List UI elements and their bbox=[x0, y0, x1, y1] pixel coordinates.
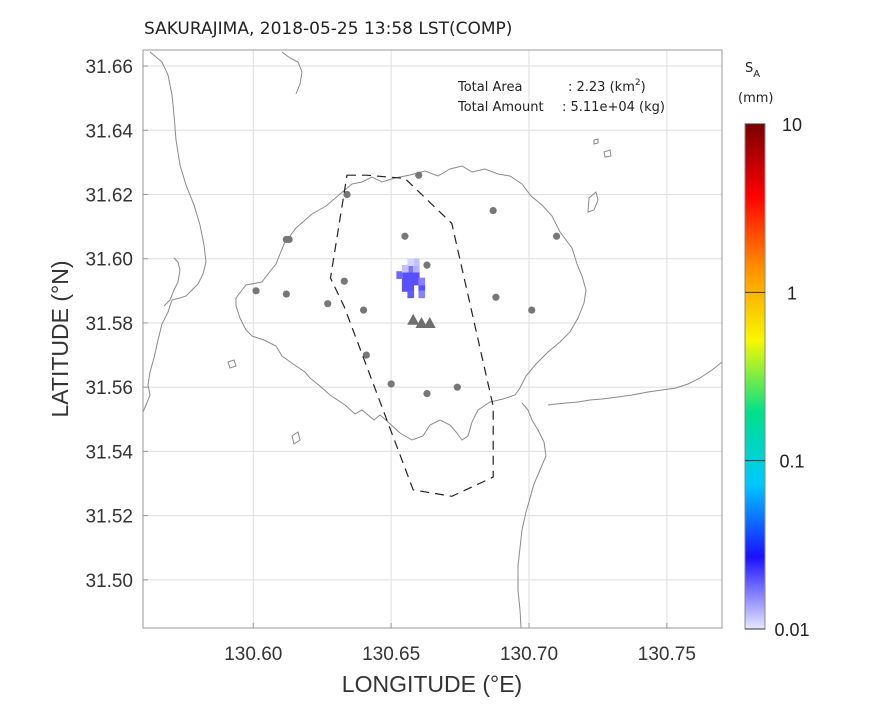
crater-triangle bbox=[423, 316, 436, 328]
station-point bbox=[285, 235, 293, 244]
colorbar-subscript: A bbox=[753, 69, 760, 80]
colorbar-tick-label: 10 bbox=[782, 115, 802, 135]
sampling-area-outline bbox=[329, 174, 494, 497]
station-point bbox=[423, 261, 431, 269]
station-point bbox=[423, 389, 431, 398]
small-island-5 bbox=[593, 138, 599, 145]
station-point bbox=[343, 190, 351, 199]
ash-cell bbox=[396, 271, 404, 279]
station-point bbox=[340, 277, 348, 285]
ash-cell bbox=[418, 290, 426, 299]
ash-cell bbox=[407, 290, 415, 299]
y-tick-label: 31.58 bbox=[85, 314, 133, 335]
station-point bbox=[453, 383, 461, 391]
x-axis-label: LONGITUDE (°E) bbox=[342, 671, 522, 697]
sakurajima-island-coast bbox=[235, 165, 587, 441]
ash-cell bbox=[412, 277, 420, 286]
ash-deposit-layer bbox=[396, 258, 426, 299]
chart-title: SAKURAJIMA, 2018-05-25 13:58 LST(COMP) bbox=[144, 19, 512, 39]
x-tick-label: 130.70 bbox=[500, 644, 558, 665]
small-island-2 bbox=[603, 149, 612, 158]
mainland-coast-west bbox=[143, 51, 207, 413]
colorbar: SA (mm) 10 1 0.1 0.01 bbox=[738, 61, 810, 640]
x-axis-ticks: 130.60 130.65 130.70 130.75 bbox=[224, 623, 696, 665]
station-point bbox=[489, 206, 497, 215]
ash-cell bbox=[412, 271, 420, 279]
colorbar-gradient bbox=[744, 123, 766, 630]
osumi-coast bbox=[517, 402, 547, 628]
ash-cell bbox=[407, 284, 415, 292]
x-tick-label: 130.65 bbox=[362, 644, 420, 665]
total-amount-label: Total Amount bbox=[457, 100, 544, 115]
ash-cell bbox=[407, 271, 415, 279]
station-point bbox=[415, 171, 423, 179]
y-tick-label: 31.60 bbox=[85, 250, 133, 271]
mainland-coast-north bbox=[281, 51, 303, 95]
station-point bbox=[362, 351, 370, 359]
small-island-1 bbox=[587, 191, 599, 213]
crater-triangle bbox=[415, 316, 428, 328]
station-point bbox=[528, 306, 536, 314]
colorbar-tick-label: 0.01 bbox=[774, 620, 809, 640]
ash-cell bbox=[407, 277, 415, 286]
x-tick-label: 130.60 bbox=[224, 644, 282, 665]
mainland-coast-east bbox=[547, 361, 722, 406]
ash-cell bbox=[412, 258, 420, 267]
small-island-3 bbox=[227, 359, 237, 369]
ash-cell bbox=[401, 264, 409, 273]
colorbar-symbol: SA bbox=[745, 61, 760, 80]
station-markers bbox=[252, 171, 561, 398]
y-axis-ticks: 31.50 31.52 31.54 31.56 31.58 31.60 31.62 31.64… bbox=[85, 57, 148, 592]
colorbar-unit: (mm) bbox=[738, 91, 773, 106]
y-tick-label: 31.54 bbox=[85, 442, 133, 463]
ash-cell bbox=[407, 258, 415, 267]
station-point bbox=[492, 293, 500, 301]
y-axis-label: LATITUDE (°N) bbox=[47, 261, 73, 418]
y-tick-label: 31.66 bbox=[85, 57, 133, 78]
total-amount-value: : 5.11e+04 (kg) bbox=[562, 100, 665, 115]
station-point bbox=[282, 290, 290, 298]
ash-cell bbox=[418, 284, 426, 292]
ash-cell bbox=[412, 264, 420, 273]
crater-markers bbox=[407, 313, 436, 328]
y-tick-label: 31.62 bbox=[85, 186, 133, 207]
plot-frame bbox=[142, 49, 723, 629]
small-island-4 bbox=[291, 431, 301, 445]
station-point bbox=[252, 287, 260, 295]
ash-cell bbox=[401, 284, 409, 292]
colorbar-tick-label: 1 bbox=[787, 283, 797, 303]
y-tick-label: 31.52 bbox=[85, 507, 133, 528]
total-area-value: : 2.23 (km2) bbox=[568, 78, 646, 95]
colorbar-ticks: 10 1 0.1 0.01 bbox=[745, 115, 810, 640]
km-squared-superscript: 2 bbox=[635, 78, 641, 88]
station-point bbox=[387, 380, 395, 388]
y-tick-label: 31.64 bbox=[85, 121, 133, 142]
y-tick-label: 31.50 bbox=[85, 571, 133, 592]
colorbar-tick-label: 0.1 bbox=[779, 452, 804, 472]
station-point bbox=[359, 306, 368, 314]
ash-cell bbox=[418, 277, 426, 286]
mainland-coast-harbor bbox=[163, 257, 181, 307]
x-tick-label: 130.75 bbox=[638, 644, 696, 665]
station-point bbox=[552, 232, 561, 240]
y-tick-label: 31.56 bbox=[85, 378, 133, 399]
crater-triangle bbox=[407, 313, 420, 325]
total-area-label: Total Area bbox=[457, 80, 522, 95]
coastline-map bbox=[143, 51, 722, 628]
gridlines bbox=[143, 50, 722, 628]
station-point bbox=[401, 232, 409, 240]
station-point bbox=[324, 300, 332, 308]
ash-cell bbox=[407, 264, 415, 273]
ash-cell bbox=[401, 277, 409, 286]
ash-cell bbox=[401, 271, 409, 279]
summary-box: Total Area : 2.23 (km2) Total Amount : 5… bbox=[457, 78, 665, 115]
